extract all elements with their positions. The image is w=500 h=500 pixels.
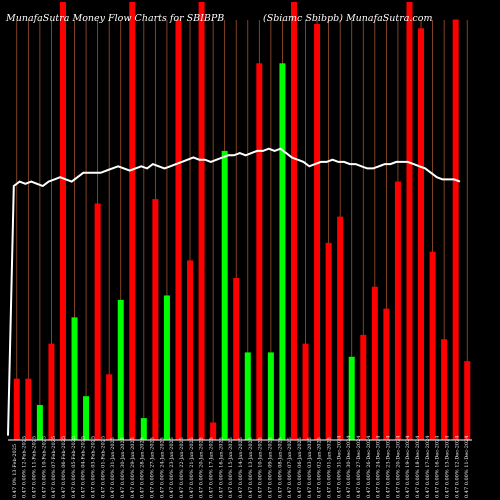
bar-32 — [371, 286, 378, 440]
bar-14 — [163, 295, 170, 440]
bar-25 — [290, 2, 297, 440]
x-tick-label: 0.47 0.00% 27-Jan-2025 — [150, 437, 156, 498]
x-tick-label: 0.47 0.00% 30-Jan-2025 — [120, 437, 126, 498]
chart-header-right: (Sbiamc Sbibpb) MunafaSutra.com — [263, 13, 432, 24]
bar-18 — [210, 422, 217, 440]
x-tick-label: 0.47 0.00% 10-Jan-2025 — [258, 437, 264, 498]
bar-6 — [71, 317, 78, 440]
x-tick-label: 0.47 0.00% 31-Jan-2025 — [110, 437, 116, 498]
x-tick-label: 0.47 0.00% 20-Dec-2024 — [395, 436, 401, 498]
bar-20 — [233, 277, 240, 440]
x-tick-label: 0.47 0.00% 16-Dec-2024 — [435, 436, 441, 498]
bar-2 — [25, 378, 32, 440]
bar-21 — [244, 352, 251, 440]
bar-7 — [83, 396, 90, 440]
x-tick-label: 0.47 0.00% 29-Jan-2025 — [130, 437, 136, 498]
bar-35 — [406, 2, 413, 440]
x-tick-label: 0.47 0.00% 16-Jan-2025 — [218, 437, 224, 498]
x-tick-label: 0.47 0.00% 17-Jan-2025 — [209, 437, 215, 498]
bar-27 — [314, 23, 321, 441]
bars-group — [13, 2, 471, 441]
x-tick-label: 0.47 0.00% 12-Feb-2025 — [22, 436, 28, 498]
bar-19 — [221, 150, 228, 441]
bar-38 — [441, 339, 448, 440]
x-tick-label: 0.47 0.00% 06-Feb-2025 — [61, 436, 67, 498]
bar-29 — [337, 216, 344, 440]
chart-header-left: MunafaSutra Money Flow Charts for SBIBPB — [5, 13, 224, 24]
bar-11 — [129, 2, 136, 440]
bar-39 — [452, 19, 459, 441]
x-tick-label: 0.47 0.00% 07-Feb-2025 — [51, 436, 57, 498]
bar-23 — [267, 352, 274, 440]
bar-30 — [348, 356, 355, 440]
x-tick-label: 0.47 0.00% 30-Dec-2024 — [346, 436, 352, 498]
bar-4 — [48, 343, 55, 440]
x-axis-tick-labels: 0.47 0% 13-Feb-2025 0.47 0.00% 12-Feb-202… — [12, 436, 470, 498]
bar-10 — [117, 299, 124, 440]
bar-12 — [140, 418, 147, 440]
x-tick-label: 0.47 0.00% 24-Dec-2024 — [376, 436, 382, 498]
x-tick-label: 0.47 0.00% 24-Jan-2025 — [159, 437, 165, 498]
bar-26 — [302, 343, 309, 440]
bar-3 — [36, 404, 43, 440]
x-tick-label: 0.47 0.00% 13-Jan-2025 — [248, 437, 254, 498]
money-flow-line — [7, 147, 461, 436]
x-tick-label: 0.47 0.00% 08-Jan-2025 — [277, 437, 283, 498]
x-tick-label: 0.47 0.00% 19-Dec-2024 — [405, 436, 411, 498]
bar-24 — [279, 63, 286, 440]
bar-40 — [464, 361, 471, 440]
bar-34 — [394, 181, 401, 440]
x-tick-label: 0.47 0.00% 31-Dec-2024 — [336, 436, 342, 498]
bar-13 — [152, 199, 159, 440]
x-tick-label: 0.47 0.00% 26-Dec-2024 — [366, 436, 372, 498]
x-tick-label: 0.47 0.00% 20-Jan-2025 — [199, 437, 205, 498]
bar-5 — [59, 2, 66, 440]
x-tick-label: 0.47 0.00% 05-Feb-2025 — [71, 436, 77, 498]
bar-33 — [383, 308, 390, 440]
x-tick-label: 0.47 0.00% 23-Jan-2025 — [169, 437, 175, 498]
x-tick-label: 0.47 0.00% 07-Jan-2025 — [287, 437, 293, 498]
x-tick-label: 0.47 0.00% 15-Jan-2025 — [228, 437, 234, 498]
x-tick-label: 0.47 0.00% 04-Feb-2025 — [81, 436, 87, 498]
x-tick-label: 0.47 0.00% 02-Jan-2025 — [317, 437, 323, 498]
x-tick-label: 0.47 0.00% 22-Jan-2025 — [179, 437, 185, 498]
bar-37 — [429, 251, 436, 440]
x-tick-label: 0.47 0.00% 12-Dec-2024 — [454, 436, 460, 498]
x-tick-label: 0.47 0.00% 03-Feb-2025 — [91, 436, 97, 498]
x-tick-label: 0.47 0.00% 14-Jan-2025 — [238, 437, 244, 498]
x-tick-label: 0.47 0.00% 11-Dec-2024 — [464, 436, 470, 498]
bar-8 — [94, 203, 101, 440]
bar-36 — [418, 28, 425, 441]
x-tick-label: 0.47 0.00% 18-Dec-2024 — [415, 436, 421, 498]
x-tick-label: 0.47 0.00% 23-Dec-2024 — [385, 436, 391, 498]
x-tick-label: 0.47 0.00% 09-Jan-2025 — [267, 437, 273, 498]
bar-1 — [13, 378, 20, 440]
x-tick-label: 0.47 0.00% 11-Feb-2025 — [32, 436, 38, 498]
x-tick-label: 0.47 0.00% 21-Jan-2025 — [189, 437, 195, 498]
bar-31 — [360, 334, 367, 440]
x-tick-label: 0.47 0.00% 03-Jan-2025 — [307, 437, 313, 498]
x-tick-label: 0.47 0.00% 01-Jan-2025 — [326, 437, 332, 498]
bar-22 — [256, 63, 263, 440]
x-tick-label: 0.47 0% 13-Feb-2025 — [12, 444, 18, 498]
bar-9 — [106, 374, 113, 440]
x-tick-label: 0.47 0.00% 10-Feb-2025 — [41, 436, 47, 498]
x-tick-label: 0.47 0.00% 17-Dec-2024 — [425, 436, 431, 498]
bar-15 — [175, 19, 182, 441]
x-tick-label: 0.47 0.00% 13-Dec-2024 — [444, 436, 450, 498]
x-tick-label: 0.47 0.00% 27-Dec-2024 — [356, 436, 362, 498]
x-tick-label: 0.47 0.00% 28-Jan-2025 — [140, 437, 146, 498]
bar-17 — [198, 2, 205, 440]
bar-28 — [325, 242, 332, 440]
bar-16 — [187, 260, 194, 440]
x-tick-label: 0.47 0.00% 06-Jan-2025 — [297, 437, 303, 498]
x-tick-label: 0.47 0.00% 01-Feb-2025 — [100, 436, 106, 498]
